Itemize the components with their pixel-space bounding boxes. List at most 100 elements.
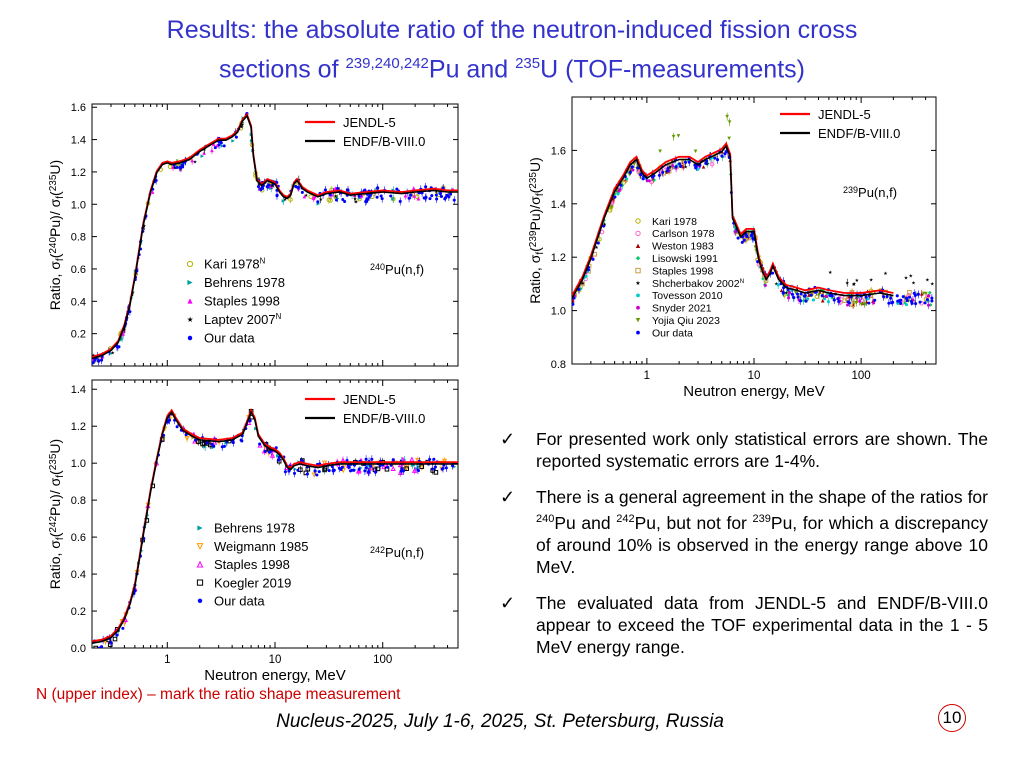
- data-point: [444, 466, 448, 470]
- data-point: [799, 299, 803, 303]
- data-point: [733, 230, 737, 234]
- data-point: ★: [580, 281, 585, 287]
- data-point: [308, 194, 314, 199]
- y-tick-label: 1.6: [551, 145, 566, 157]
- data-point: [928, 290, 932, 295]
- check-icon: ✓: [500, 592, 516, 613]
- legend-label: ENDF/B-VIII.0: [343, 411, 425, 426]
- legend-label: Kari 1978: [652, 216, 697, 228]
- data-point: [887, 301, 891, 305]
- legend-label: Yojia Qiu 2023: [652, 315, 720, 327]
- data-point: [212, 444, 216, 448]
- legend-marker: [197, 598, 203, 604]
- data-point: ★: [668, 164, 673, 170]
- data-point: [389, 194, 393, 198]
- data-point: [895, 294, 899, 298]
- data-point: [277, 458, 281, 462]
- reaction-text: Pu(n,f): [858, 185, 897, 200]
- x-tick-label: 1: [164, 654, 170, 666]
- legend-label: Staples 1998: [214, 557, 290, 572]
- data-point: [899, 301, 903, 305]
- reaction-label: 239Pu(n,f): [843, 185, 897, 200]
- legend-label: JENDL-5: [343, 392, 396, 407]
- data-point: [449, 192, 453, 196]
- plot-frame: [91, 103, 459, 367]
- reaction-sup: 239: [843, 185, 858, 195]
- data-point: [259, 188, 263, 192]
- data-point: ★: [602, 222, 607, 228]
- legend-label: Kari 1978N: [204, 257, 265, 272]
- legend-marker: [636, 330, 640, 335]
- data-point: [428, 457, 432, 461]
- data-point: [591, 257, 595, 261]
- conference-footer: Nucleus-2025, July 1-6, 2025, St. Peters…: [0, 711, 1024, 733]
- y-label-part: Pu)/ σ: [47, 477, 63, 516]
- data-point: [740, 240, 744, 244]
- data-point: [910, 301, 914, 305]
- y-tick-label: 0.8: [71, 232, 86, 244]
- legend-label: Shcherbakov 2002N: [652, 278, 745, 290]
- data-point: ★: [784, 290, 789, 296]
- data-point: [115, 633, 119, 637]
- x-tick-label: 100: [852, 370, 871, 382]
- data-point: [416, 469, 420, 473]
- data-point: [779, 288, 784, 293]
- legend-label: JENDL-5: [818, 107, 871, 122]
- data-point: [602, 224, 606, 228]
- legend-marker: [187, 279, 193, 286]
- data-point: [903, 301, 907, 305]
- data-point: [867, 301, 871, 305]
- legend-marker: [635, 267, 641, 274]
- data-point: [927, 294, 931, 298]
- y-tick-label: 0.8: [71, 495, 86, 507]
- data-point: [628, 170, 632, 174]
- data-point: [897, 299, 901, 303]
- data-point: [323, 188, 327, 192]
- data-point: ★: [318, 197, 323, 203]
- y-axis-label: Ratio, σf(240Pu)/ σf(235U): [47, 160, 66, 310]
- data-point: [820, 294, 824, 298]
- data-point: ★: [851, 282, 856, 288]
- data-point: [364, 466, 368, 470]
- legend-sup: N: [276, 312, 282, 321]
- legend-marker: ★: [187, 315, 194, 324]
- title-part: U (TOF-measurements): [540, 55, 805, 84]
- data-point: [316, 200, 320, 204]
- data-point: [256, 185, 261, 189]
- y-tick-label: 1.4: [551, 199, 566, 211]
- y-label-part: Ratio, σ: [47, 261, 63, 310]
- data-point: ★: [142, 224, 147, 230]
- data-point: [269, 452, 276, 458]
- data-point: [397, 461, 403, 468]
- data-point: ★: [845, 280, 850, 286]
- y-tick-label: 0.0: [71, 643, 86, 655]
- data-point: [647, 179, 651, 183]
- data-point: [795, 292, 800, 296]
- data-point: [836, 297, 840, 301]
- data-point: [346, 188, 350, 192]
- data-point: ★: [828, 270, 833, 276]
- data-point: [763, 283, 767, 287]
- data-point: [799, 292, 803, 296]
- legend-label: Staples 1998: [652, 265, 713, 277]
- data-point: [846, 303, 850, 307]
- data-point: [674, 165, 678, 169]
- data-point: [409, 193, 413, 197]
- legend-marker: ★: [635, 280, 641, 287]
- data-point: ★: [270, 183, 275, 189]
- data-point: [292, 471, 297, 475]
- data-point: [787, 291, 791, 295]
- legend-label: Koegler 2019: [214, 575, 291, 590]
- data-point: [751, 236, 755, 240]
- data-point: [403, 193, 408, 198]
- data-point: [912, 291, 916, 295]
- data-point: [348, 469, 353, 473]
- bullet-item: ✓ The evaluated data from JENDL-5 and EN…: [498, 592, 988, 658]
- data-point: [120, 336, 124, 340]
- data-point: [109, 641, 113, 645]
- data-point: [671, 134, 676, 139]
- reaction-text: Pu(n,f): [385, 545, 424, 560]
- data-point: [215, 143, 219, 148]
- data-point: [451, 464, 455, 468]
